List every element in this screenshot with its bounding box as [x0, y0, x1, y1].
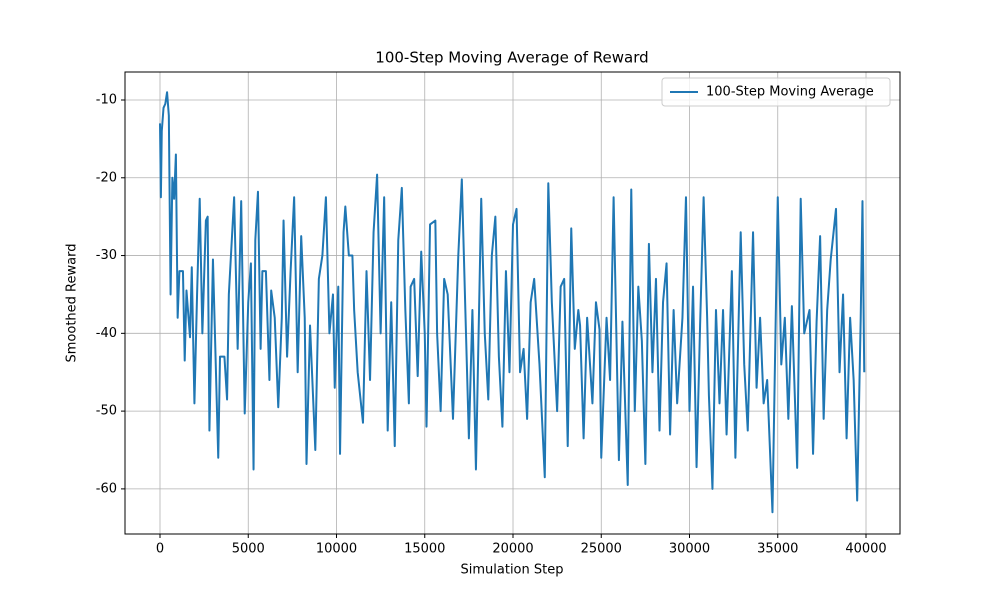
x-tick-label: 40000	[845, 542, 886, 557]
y-tick-label: -40	[96, 326, 117, 341]
x-axis-label: Simulation Step	[461, 563, 564, 578]
legend-box	[661, 77, 891, 107]
y-tick-label: -50	[96, 404, 117, 419]
x-tick-label: 10000	[316, 542, 357, 557]
x-tick-label: 35000	[757, 542, 798, 557]
x-tick-label: 15000	[404, 542, 445, 557]
x-tick-label: 30000	[669, 542, 710, 557]
plot-frame	[124, 71, 901, 535]
data-line	[159, 91, 866, 514]
legend: 100-Step Moving Average	[661, 77, 891, 107]
x-tick-label: 25000	[581, 542, 622, 557]
y-tick-label: -60	[96, 481, 117, 496]
chart-title: 100-Step Moving Average of Reward	[375, 49, 648, 67]
y-tick-label: -10	[96, 93, 117, 108]
legend-label: 100-Step Moving Average	[706, 85, 874, 100]
x-tick-label: 5000	[232, 542, 265, 557]
x-tick-label: 0	[156, 542, 164, 557]
y-tick-label: -30	[96, 248, 117, 263]
x-tick-label: 20000	[492, 542, 533, 557]
y-axis-label: Smoothed Reward	[65, 244, 80, 363]
y-tick-label: -20	[96, 170, 117, 185]
